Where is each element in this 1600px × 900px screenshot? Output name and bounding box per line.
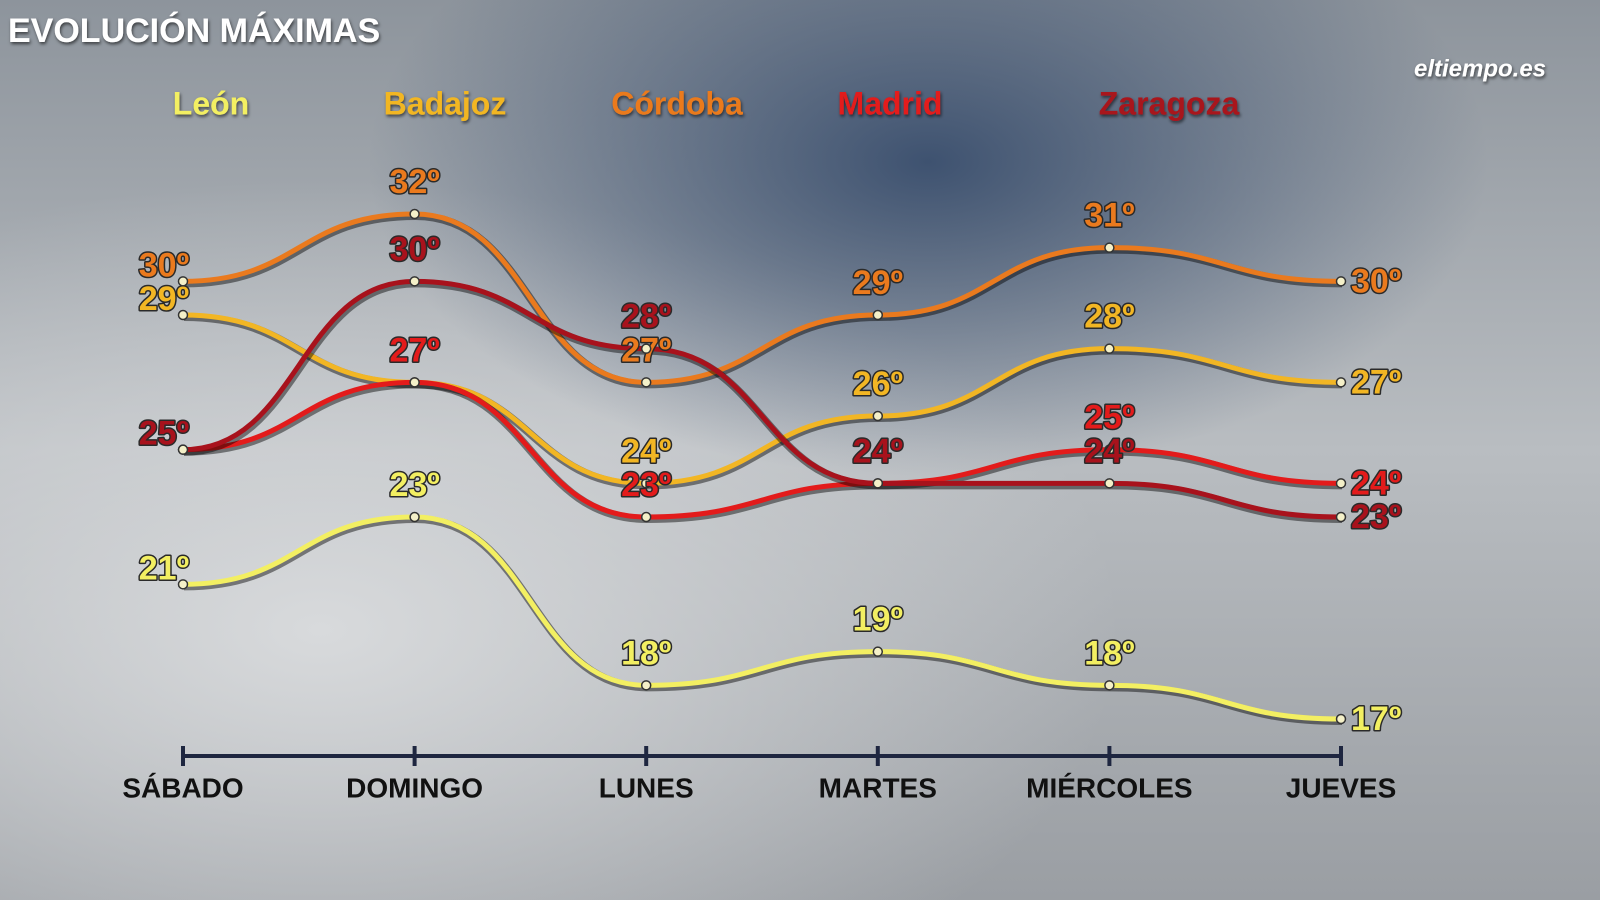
legend-label: León [173,85,249,121]
x-tick-label: JUEVES [1286,772,1397,803]
point [640,680,652,691]
data-label: 31º [1084,197,1134,235]
data-label: 23º [621,466,671,504]
point [1104,680,1115,691]
data-label: 24º [853,432,903,470]
point [1104,478,1115,489]
point [640,377,652,388]
data-label: 29º [853,264,903,302]
data-label: 19º [853,601,903,639]
point [177,444,189,455]
point [640,343,652,354]
data-label: 25º [139,415,189,453]
series-line [182,514,1342,722]
data-label: 27º [621,331,671,369]
x-tick-label: LUNES [599,772,694,803]
logo: eltiempo.es [1414,55,1546,82]
point [1104,343,1115,354]
data-label: 17º [1351,700,1401,738]
data-label: 23º [1351,498,1401,536]
data-label: 30º [139,246,189,284]
data-label: 26º [853,365,903,403]
point [409,511,420,523]
series-line [182,379,1342,520]
point [1104,242,1115,253]
point [872,410,884,422]
chart-title: EVOLUCIÓN MÁXIMAS [8,12,380,50]
point [177,276,189,287]
point [640,511,652,523]
data-label: 18º [621,634,671,672]
series-line [182,211,1342,385]
point [872,646,884,657]
x-tick-label: SÁBADO [122,772,243,803]
point [409,276,420,287]
point [409,208,420,220]
x-tick-label: DOMINGO [346,772,483,803]
data-label: 32º [389,163,439,201]
series-line [182,278,1342,520]
point [1104,444,1115,455]
point [177,579,189,590]
data-label: 28º [1084,298,1134,336]
legend-label: Zaragoza [1099,85,1240,121]
data-label: 24º [1351,464,1401,502]
point [1335,713,1347,725]
data-label: 24º [1084,432,1134,470]
x-tick-label: MARTES [819,772,937,803]
point [177,309,189,321]
data-label: 23º [389,466,439,504]
data-label: 27º [1351,363,1401,401]
x-tick-label: MIÉRCOLES [1026,772,1192,803]
legend-label: Córdoba [611,85,743,121]
point [1335,511,1347,523]
point [1335,276,1347,287]
data-label: 30º [1351,262,1401,300]
point [872,478,884,489]
data-label: 24º [621,432,671,470]
data-label: 27º [389,331,439,369]
legend-label: Badajoz [384,85,507,121]
series-line [182,312,1342,486]
data-label: 30º [389,230,439,268]
legend-label: Madrid [838,85,943,121]
point [872,309,884,321]
point [1335,377,1347,388]
point [640,478,652,489]
point [409,377,420,388]
point [1335,478,1347,489]
data-label: 18º [1084,634,1134,672]
data-label: 25º [1084,399,1134,437]
data-label: 28º [621,298,671,336]
data-label: 21º [139,549,189,587]
data-label: 29º [139,280,189,318]
